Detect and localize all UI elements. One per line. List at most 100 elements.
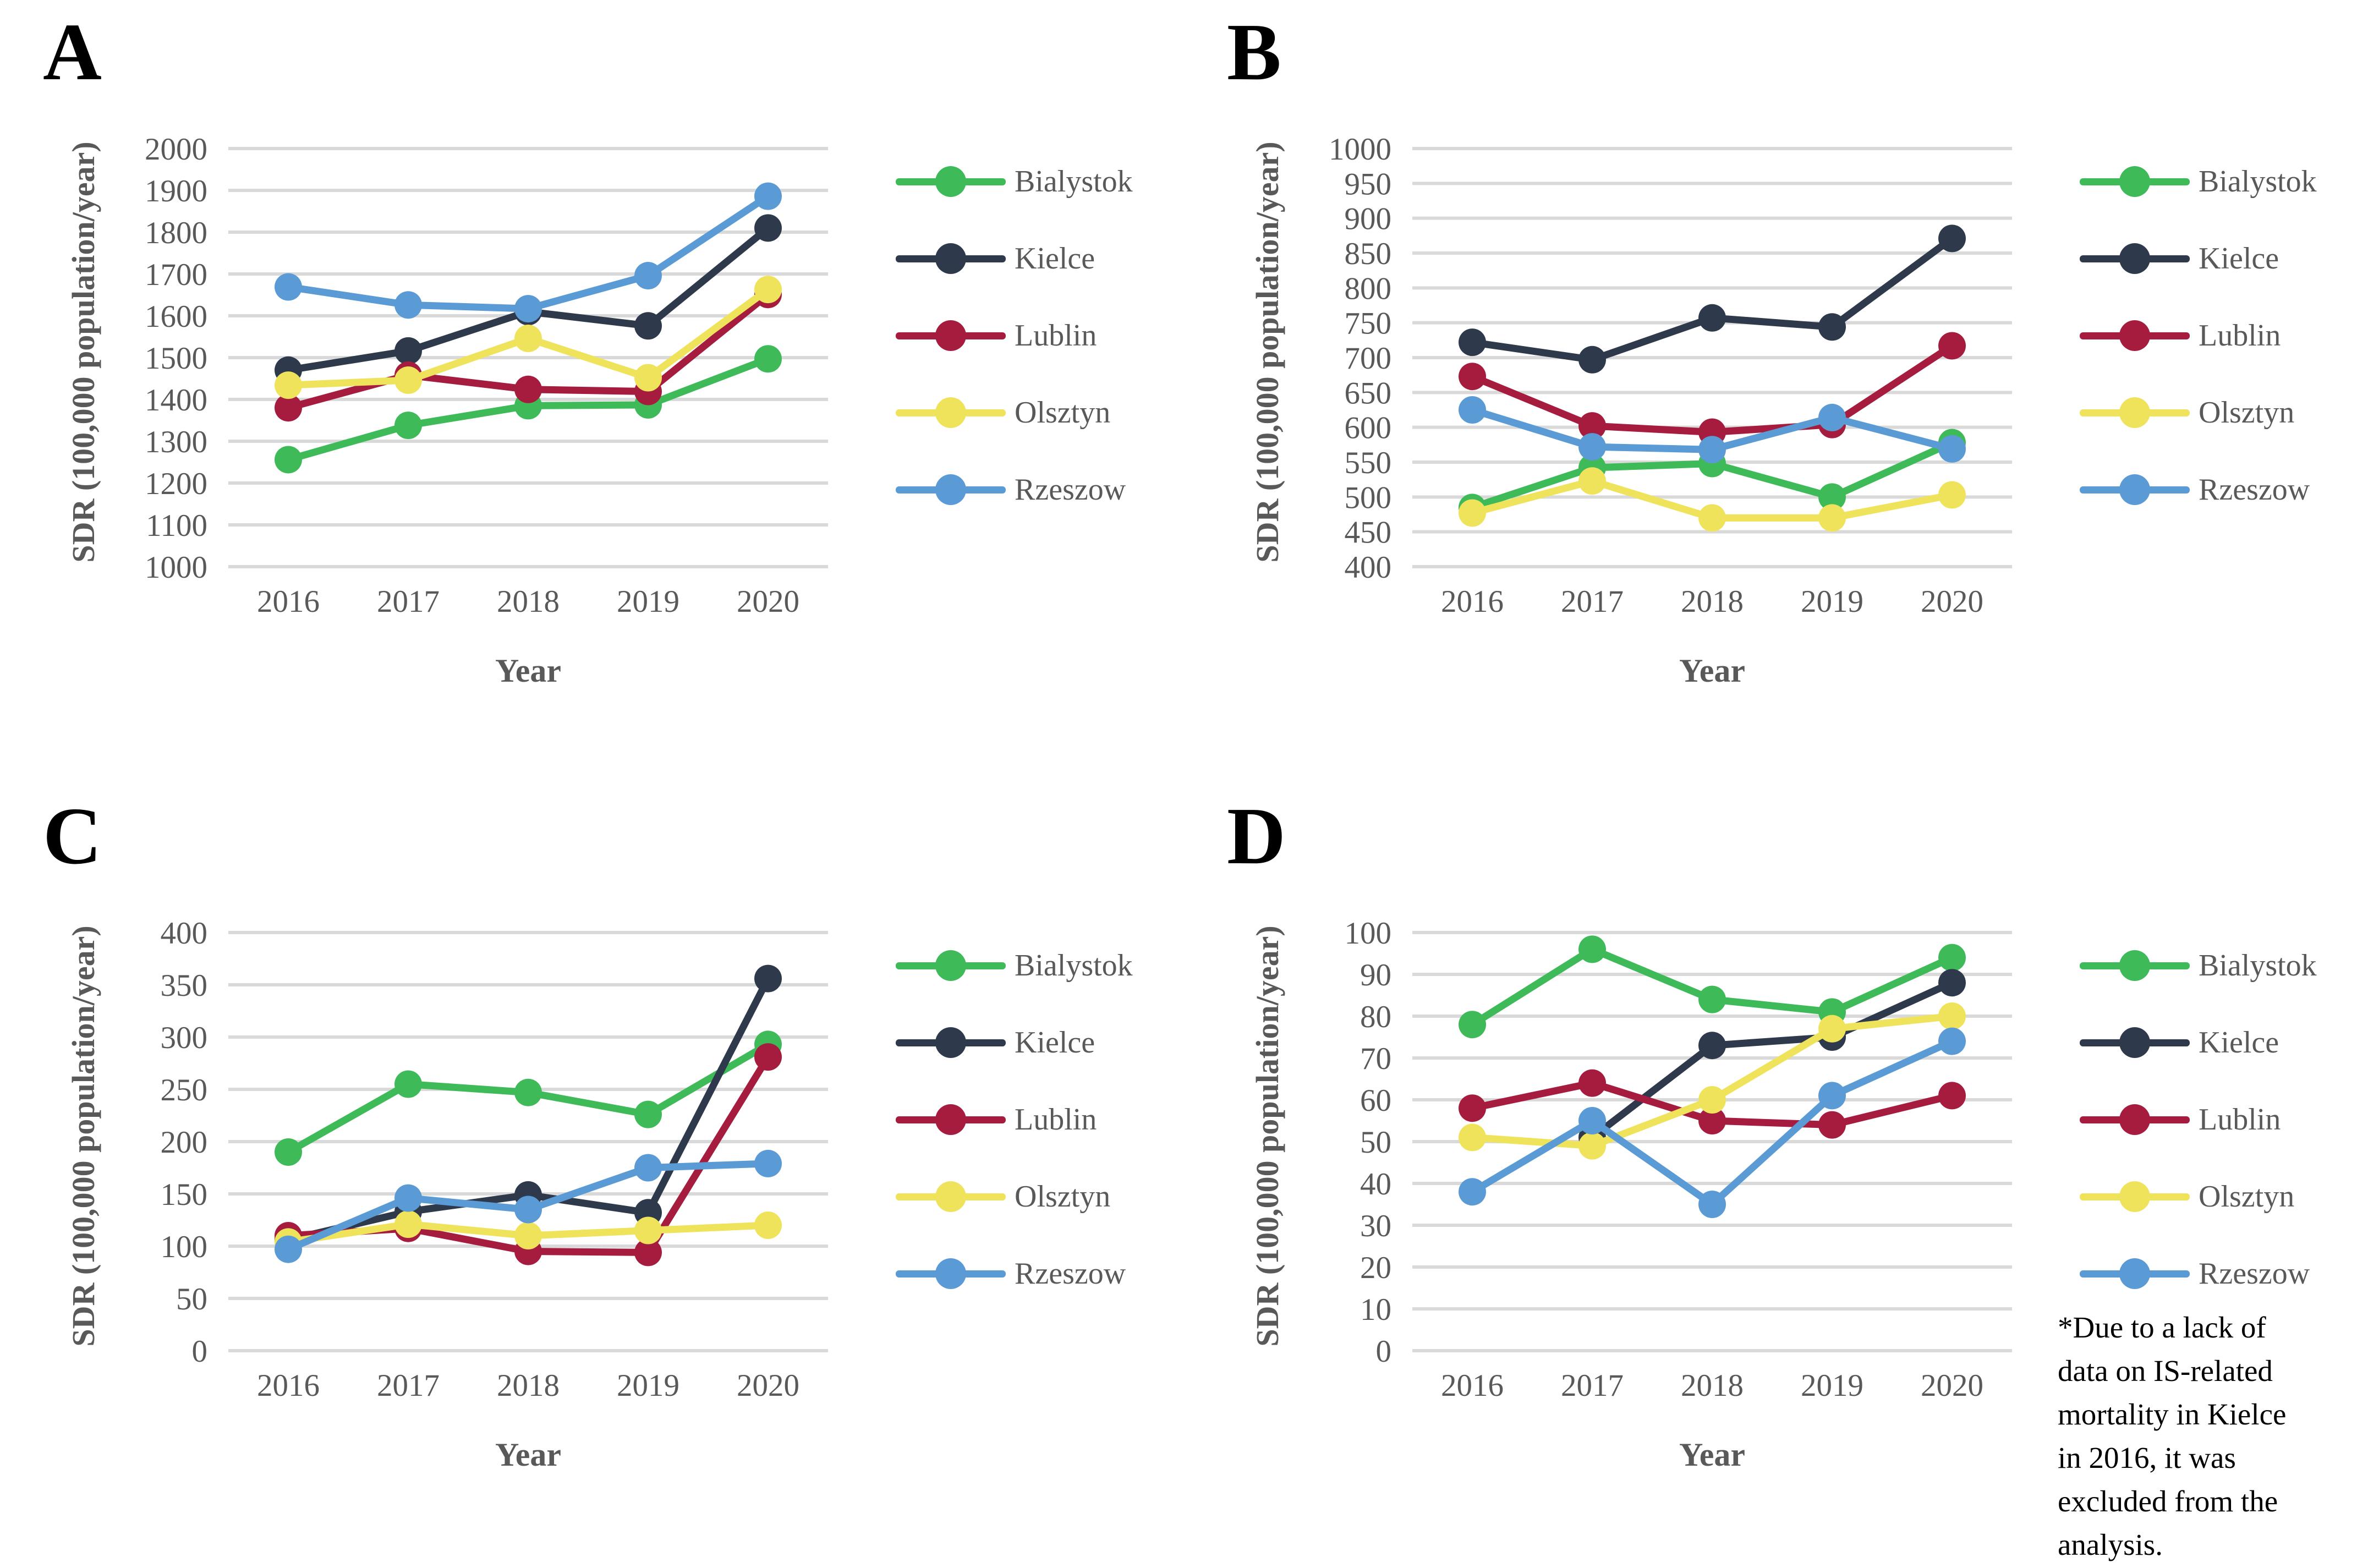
data-point-rzeszow-2018 — [514, 295, 542, 323]
y-tick-label: 0 — [1376, 1334, 1392, 1369]
y-tick-label: 1900 — [145, 174, 207, 209]
panel-a-label: A — [43, 7, 103, 97]
panel-c: C SDR (100,000 population/year) 0 50 100 15… — [0, 784, 1184, 1568]
data-point-rzeszow-2016 — [275, 1235, 302, 1263]
y-tick-label: 1700 — [145, 257, 207, 292]
panel-d: D SDR (100,000 population/year) 0 10 20 30 4… — [1184, 784, 2368, 1568]
data-point-olsztyn-2018 — [1698, 504, 1726, 532]
data-point-bialystok-2019 — [634, 1100, 662, 1128]
legend-label: Olsztyn — [2199, 396, 2295, 430]
data-point-rzeszow-2017 — [394, 291, 422, 319]
data-point-lublin-2018 — [1698, 1107, 1726, 1134]
legend-line-marker-icon — [2080, 165, 2190, 198]
legend-item-rzeszow: Rzeszow — [2080, 1235, 2317, 1312]
series-line-kielce — [1468, 234, 1956, 364]
y-tick-label: 10 — [1360, 1292, 1391, 1327]
legend-line-marker-icon — [2080, 319, 2190, 352]
y-tick-label: 2000 — [145, 132, 207, 167]
legend-label: Bialystok — [2199, 165, 2317, 199]
y-tick-label: 400 — [1345, 550, 1392, 585]
y-tick-label: 800 — [1345, 271, 1392, 306]
data-point-lublin-2016 — [1459, 363, 1486, 391]
y-tick-label: 30 — [1360, 1209, 1391, 1243]
legend-item-lublin: Lublin — [2080, 297, 2317, 374]
y-tick-label: 1000 — [145, 550, 207, 585]
y-tick-label: 150 — [161, 1177, 208, 1212]
legend-label: Kielce — [1015, 1026, 1095, 1060]
legend-item-rzeszow: Rzeszow — [896, 1235, 1133, 1312]
y-tick-label: 700 — [1345, 341, 1392, 376]
legend-item-olsztyn: Olsztyn — [896, 374, 1133, 451]
x-tick-label: 2016 — [1441, 584, 1504, 619]
legend-label: Olsztyn — [1015, 1180, 1111, 1214]
x-tick-label: 2017 — [377, 584, 440, 619]
panel-c-line-chart: 0 50 100 150 200 250 300 350 400 2016 2017 2018 2019… — [161, 916, 828, 1403]
legend-line-marker-icon — [896, 396, 1006, 429]
y-tick-label: 1500 — [145, 341, 207, 376]
panel-c-x-axis-title: Year — [495, 1437, 561, 1473]
y-tick-label: 50 — [176, 1282, 207, 1317]
x-tick-label: 2020 — [737, 584, 799, 619]
data-point-rzeszow-2020 — [1938, 435, 1966, 463]
data-point-kielce-2017 — [394, 337, 422, 365]
legend-item-bialystok: Bialystok — [2080, 143, 2317, 220]
legend-line-marker-icon — [896, 1103, 1006, 1136]
legend-line-marker-icon — [2080, 1180, 2190, 1213]
data-point-olsztyn-2020 — [1938, 1002, 1966, 1030]
panel-b-label: B — [1227, 7, 1282, 97]
y-tick-label: 1000 — [1329, 132, 1391, 167]
panel-a-x-axis-title: Year — [495, 653, 561, 689]
data-point-bialystok-2016 — [275, 1138, 302, 1166]
y-tick-label: 1400 — [145, 383, 207, 418]
y-tick-label: 400 — [161, 916, 208, 951]
data-point-lublin-2018 — [514, 375, 542, 403]
data-point-kielce-2018 — [1698, 1032, 1726, 1060]
panel-a: A SDR (100,000 population/year) 1000 1100… — [0, 0, 1184, 784]
panel-b: B SDR (100,000 population/year) 400 450 50… — [1184, 0, 2368, 784]
data-point-rzeszow-2018 — [514, 1196, 542, 1224]
legend-line-marker-icon — [2080, 1103, 2190, 1136]
panel-c-legend: Bialystok Kielce Lublin Olsztyn Rzeszow — [896, 927, 1133, 1312]
data-point-kielce-2020 — [754, 214, 782, 242]
y-tick-label: 1600 — [145, 299, 207, 334]
data-point-rzeszow-2016 — [1459, 1178, 1486, 1206]
legend-line-marker-icon — [896, 242, 1006, 275]
x-tick-label: 2018 — [1681, 584, 1744, 619]
y-tick-label: 100 — [161, 1230, 208, 1264]
panel-d-legend: Bialystok Kielce Lublin Olsztyn Rzeszow — [2080, 927, 2317, 1312]
data-point-kielce-2017 — [1578, 346, 1606, 374]
legend-line-marker-icon — [896, 319, 1006, 352]
y-tick-label: 500 — [1345, 480, 1392, 515]
legend-item-olsztyn: Olsztyn — [896, 1158, 1133, 1235]
legend-label: Kielce — [2199, 1026, 2279, 1060]
legend-line-marker-icon — [896, 949, 1006, 982]
legend-label: Lublin — [2199, 319, 2281, 353]
y-tick-label: 80 — [1360, 1000, 1391, 1034]
legend-label: Rzeszow — [2199, 473, 2310, 507]
data-point-bialystok-2016 — [1459, 1011, 1486, 1039]
data-point-olsztyn-2017 — [1578, 467, 1606, 495]
data-point-lublin-2019 — [1818, 1111, 1846, 1139]
data-point-bialystok-2017 — [394, 412, 422, 440]
legend-item-kielce: Kielce — [2080, 1004, 2317, 1081]
legend-line-marker-icon — [2080, 1257, 2190, 1290]
legend-item-bialystok: Bialystok — [2080, 927, 2317, 1004]
data-point-olsztyn-2017 — [394, 366, 422, 394]
data-point-kielce-2016 — [1459, 328, 1486, 357]
x-tick-label: 2020 — [737, 1368, 799, 1403]
y-tick-label: 1200 — [145, 467, 207, 501]
y-tick-label: 0 — [192, 1334, 208, 1369]
data-point-bialystok-2018 — [514, 1078, 542, 1106]
legend-line-marker-icon — [896, 1180, 1006, 1213]
x-tick-label: 2018 — [497, 584, 560, 619]
y-tick-label: 750 — [1345, 306, 1392, 341]
legend-label: Rzeszow — [2199, 1257, 2310, 1291]
data-point-olsztyn-2018 — [514, 1222, 542, 1249]
panel-d-line-chart: 0 10 20 30 40 50 60 70 80 90 100 2016 2017 2018 2019 20… — [1345, 916, 2012, 1403]
data-point-rzeszow-2019 — [634, 1154, 662, 1182]
legend-item-lublin: Lublin — [896, 1081, 1133, 1158]
x-tick-label: 2016 — [1441, 1368, 1504, 1403]
panel-d-x-axis-title: Year — [1679, 1437, 1745, 1473]
y-tick-label: 250 — [161, 1073, 208, 1108]
